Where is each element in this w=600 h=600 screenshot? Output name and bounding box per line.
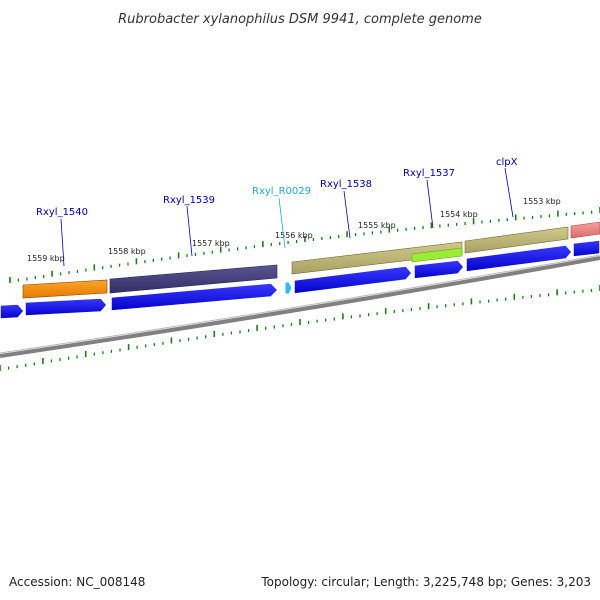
leader-rxyl-1539 xyxy=(186,205,193,257)
ruler-labels: 1559 kbp 1558 kbp 1557 kbp 1556 kbp 1555… xyxy=(27,197,561,263)
genome-backbone-highlight xyxy=(0,254,600,354)
gene-label-rxyl-1538[interactable]: Rxyl_1538 xyxy=(320,179,372,190)
feature-bar-rxyl-1540[interactable] xyxy=(22,279,108,299)
accession-text: Accession: NC_008148 xyxy=(9,575,145,589)
map-title: Rubrobacter xylanophilus DSM 9941, compl… xyxy=(118,12,482,27)
gene-labels: Rxyl_1540 Rxyl_1539 Rxyl_R0029 Rxyl_1538… xyxy=(36,157,518,218)
gene-label-rxyl-1540[interactable]: Rxyl_1540 xyxy=(36,207,88,218)
inner-tick-track xyxy=(0,285,600,371)
leader-rxyl-1537 xyxy=(426,179,434,229)
genome-summary-text: Topology: circular; Length: 3,225,748 bp… xyxy=(260,575,591,589)
ruler-label-1559: 1559 kbp xyxy=(27,254,65,263)
gene-arrow-rxyl-1537[interactable] xyxy=(413,259,465,280)
feature-track xyxy=(22,221,600,299)
leader-rxyl-1538 xyxy=(343,190,351,239)
ruler-label-1554: 1554 kbp xyxy=(440,210,478,219)
ruler-label-1553: 1553 kbp xyxy=(523,197,561,206)
cds-track xyxy=(0,239,600,320)
ruler-label-1557: 1557 kbp xyxy=(192,239,230,248)
feature-bar-rxyl-1537-lime[interactable] xyxy=(411,247,463,263)
gene-label-rxyl-1537[interactable]: Rxyl_1537 xyxy=(403,168,455,179)
feature-bar-rxyl-1539[interactable] xyxy=(109,264,278,294)
leader-rxyl-1540 xyxy=(60,218,65,267)
gene-arrow-rxyl-1539[interactable] xyxy=(110,282,280,312)
gene-arrow-left-edge[interactable] xyxy=(0,303,25,320)
leader-clpx xyxy=(504,167,514,218)
gene-arrow-rxyl-1540[interactable] xyxy=(24,297,108,317)
gene-arrow-clpx[interactable] xyxy=(465,244,573,273)
feature-bar-next[interactable] xyxy=(570,221,600,239)
gene-label-rxyl-1539[interactable]: Rxyl_1539 xyxy=(163,195,215,206)
leader-rxyl-r0029 xyxy=(278,197,286,249)
rna-arrow-rxyl-r0029[interactable] xyxy=(284,281,293,295)
gene-arrow-next[interactable] xyxy=(572,239,600,258)
ruler-label-1558: 1558 kbp xyxy=(108,247,146,256)
gene-label-clpx[interactable]: clpX xyxy=(496,157,518,168)
gene-label-rxyl-r0029[interactable]: Rxyl_R0029 xyxy=(252,186,311,197)
gene-arrow-rxyl-1538[interactable] xyxy=(293,265,413,295)
outer-tick-track xyxy=(9,207,600,283)
ruler-label-1556: 1556 kbp xyxy=(275,231,313,240)
genome-backbone xyxy=(0,256,600,358)
ruler-label-1555: 1555 kbp xyxy=(358,221,396,230)
feature-bar-clpx[interactable] xyxy=(464,226,569,254)
gene-label-leaders xyxy=(60,167,514,267)
